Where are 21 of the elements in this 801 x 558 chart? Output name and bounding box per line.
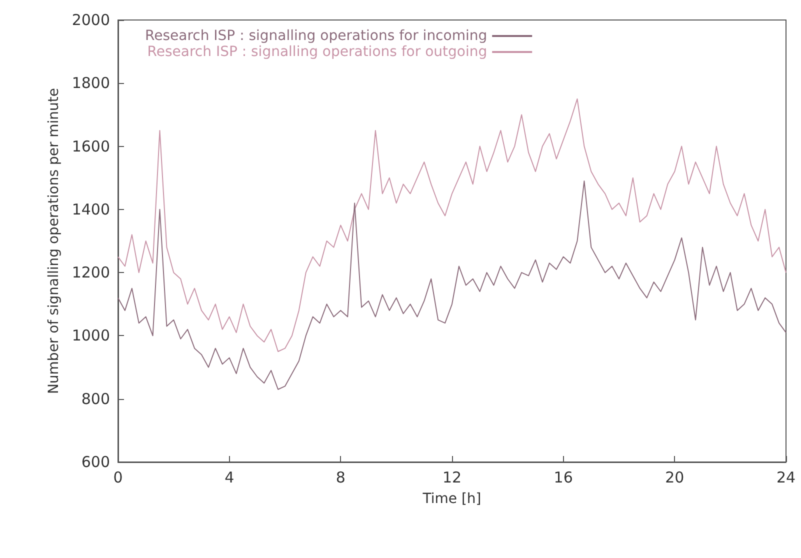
x-tick-label: 8 xyxy=(336,468,346,486)
x-tick-label: 20 xyxy=(665,468,684,486)
y-tick-label: 600 xyxy=(81,453,110,471)
y-axis-title: Number of signalling operations per minute xyxy=(46,88,62,394)
y-tick-label: 1200 xyxy=(72,264,110,282)
x-tick-label: 0 xyxy=(113,468,123,486)
x-tick-label: 12 xyxy=(442,468,462,486)
x-axis-title: Time [h] xyxy=(422,491,482,507)
y-tick-label: 1600 xyxy=(72,137,110,156)
legend-label: Research ISP : signalling operations for outgoing xyxy=(147,44,488,60)
y-tick-label: 1800 xyxy=(72,74,110,92)
y-tick-label: 1400 xyxy=(72,200,110,218)
x-tick-label: 24 xyxy=(776,468,796,486)
line-series xyxy=(118,180,786,390)
x-tick-label: 4 xyxy=(224,468,234,486)
y-tick-label: 2000 xyxy=(72,11,110,29)
y-tick-label: 1000 xyxy=(72,326,110,345)
y-tick-label: 800 xyxy=(81,390,110,408)
legend-label: Research ISP : signalling operations for incoming xyxy=(144,28,488,44)
line-series xyxy=(118,98,786,352)
x-tick-label: 16 xyxy=(554,468,573,486)
